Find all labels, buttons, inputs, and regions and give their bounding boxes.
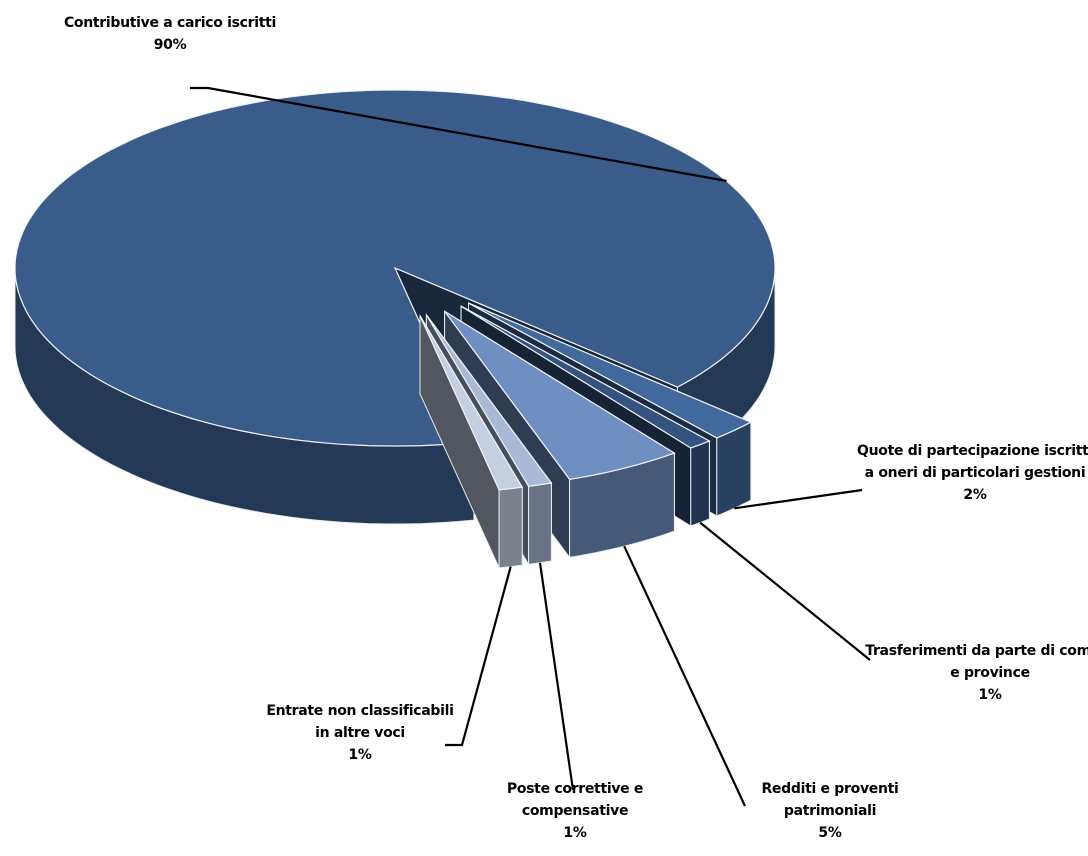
- slice: [460, 305, 711, 449]
- value-label: 1%: [978, 687, 1002, 703]
- category-label: Quote di partecipazione iscritti a oneri…: [857, 443, 1088, 481]
- slice-label: Trasferimenti da parte di comuni e provi…: [865, 640, 1088, 706]
- value-label: 1%: [348, 747, 372, 763]
- category-label: Contributive a carico iscritti: [63, 15, 277, 31]
- leader-line: [445, 566, 512, 747]
- value-label: 2%: [963, 487, 987, 503]
- slice: [444, 310, 676, 481]
- leader-line: [734, 488, 863, 510]
- leader-line: [623, 545, 746, 807]
- value-label: 1%: [563, 825, 587, 841]
- slice-label: Entrate non classificabili in altre voci…: [260, 700, 460, 766]
- leader-line: [190, 86, 727, 182]
- slice-label: Redditi e proventi patrimoniali 5%: [730, 778, 930, 844]
- leader-line: [699, 521, 871, 661]
- slice-label: Poste correttive e compensative 1%: [480, 778, 670, 844]
- slice-wall: [498, 486, 523, 569]
- category-label: Entrate non classificabili in altre voci: [266, 703, 454, 741]
- leader-line: [538, 562, 575, 791]
- slice-label: Quote di partecipazione iscritti a oneri…: [855, 440, 1088, 506]
- slice: [419, 315, 524, 491]
- slice-wall: [690, 440, 710, 527]
- category-label: Poste correttive e compensative: [506, 781, 644, 819]
- slice: [468, 302, 753, 439]
- slice: [425, 314, 553, 488]
- slice-wall: [528, 482, 552, 565]
- category-label: Trasferimenti da parte di comuni e provi…: [865, 643, 1088, 681]
- slice: [14, 89, 776, 447]
- category-label: Redditi e proventi patrimoniali: [761, 781, 899, 819]
- value-label: 5%: [818, 825, 842, 841]
- slice-label: Contributive a carico iscritti 90%: [60, 12, 280, 56]
- value-label: 90%: [153, 37, 187, 53]
